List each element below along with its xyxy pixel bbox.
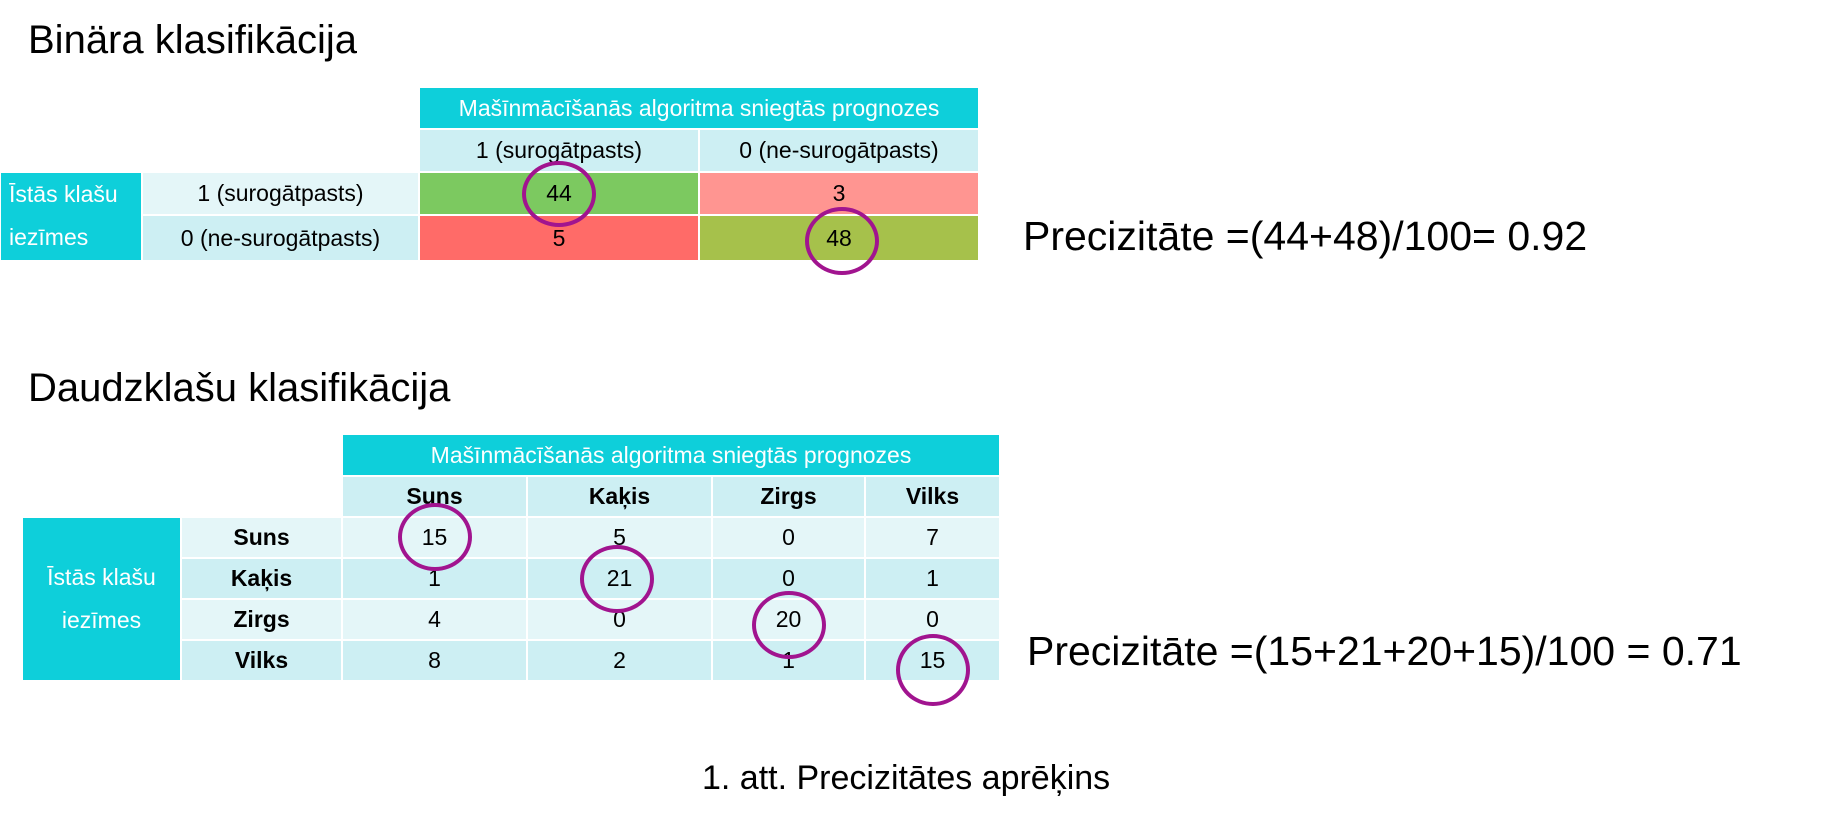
binary-title: Binära klasifikācija [28, 18, 358, 62]
multi-title: Daudzklašu klasifikācija [28, 366, 451, 410]
binary-row-label-0: 0 (ne-surogātpasts) [142, 215, 419, 261]
binary-side-label-line2: iezīmes [0, 215, 142, 261]
multi-cell: 2 [527, 640, 712, 681]
binary-col-1: 1 (surogātpasts) [419, 129, 699, 172]
binary-side-label-line1: Īstās klašu [0, 172, 142, 215]
multi-cell: 1 [865, 558, 1000, 599]
multi-row-label-vilks: Vilks [181, 640, 342, 681]
multi-col-suns: Suns [342, 476, 527, 517]
binary-cell-tn: 48 [699, 215, 979, 261]
multi-cell: 15 [342, 517, 527, 558]
multi-col-kakis: Kaķis [527, 476, 712, 517]
multi-row-label-zirgs: Zirgs [181, 599, 342, 640]
multi-cell: 0 [865, 599, 1000, 640]
figure-caption: 1. att. Precizitātes aprēķins [702, 759, 1111, 797]
multi-cell: 21 [527, 558, 712, 599]
binary-cell-tp: 44 [419, 172, 699, 215]
multi-cell: 15 [865, 640, 1000, 681]
multi-col-vilks: Vilks [865, 476, 1000, 517]
multi-cell: 8 [342, 640, 527, 681]
binary-header: Mašīnmācīšanās algoritma sniegtās progno… [419, 87, 979, 129]
multi-cell: 0 [712, 558, 865, 599]
multi-cell: 0 [527, 599, 712, 640]
multi-cell: 4 [342, 599, 527, 640]
multi-side-label-line1: Īstās klašu [22, 517, 181, 599]
multi-cell: 20 [712, 599, 865, 640]
binary-accuracy-formula: Precizitāte =(44+48)/100= 0.92 [1023, 213, 1588, 259]
binary-row-label-1: 1 (surogātpasts) [142, 172, 419, 215]
multi-cell: 1 [342, 558, 527, 599]
multi-row-label-suns: Suns [181, 517, 342, 558]
multi-cell: 1 [712, 640, 865, 681]
binary-cell-fp: 5 [419, 215, 699, 261]
multi-cell: 5 [527, 517, 712, 558]
multi-col-zirgs: Zirgs [712, 476, 865, 517]
multi-side-label-line2: iezīmes [22, 599, 181, 681]
binary-cell-fn: 3 [699, 172, 979, 215]
multi-cell: 0 [712, 517, 865, 558]
multi-row-label-kakis: Kaķis [181, 558, 342, 599]
multi-cell: 7 [865, 517, 1000, 558]
multi-header: Mašīnmācīšanās algoritma sniegtās progno… [342, 434, 1000, 476]
multi-accuracy-formula: Precizitāte =(15+21+20+15)/100 = 0.71 [1027, 628, 1742, 674]
binary-col-0: 0 (ne-surogātpasts) [699, 129, 979, 172]
